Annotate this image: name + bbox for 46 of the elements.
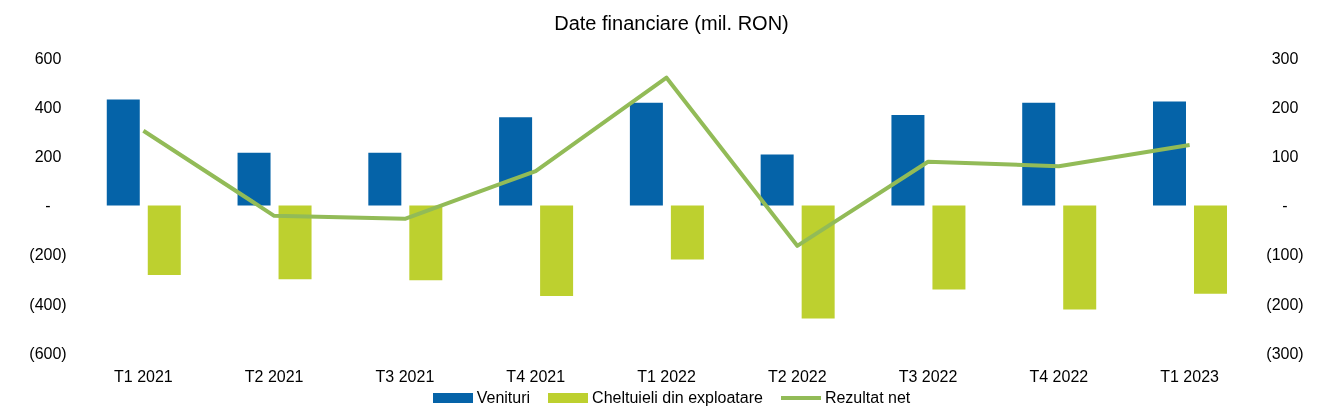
bar bbox=[540, 205, 574, 296]
y2-tick-label: 300 bbox=[1271, 49, 1299, 67]
chart-title: Date financiare (mil. RON) bbox=[553, 11, 790, 36]
y2-tick-label: - bbox=[1282, 197, 1288, 215]
y2-tick-label: 200 bbox=[1271, 98, 1299, 116]
bar bbox=[147, 205, 181, 276]
x-tick-label: T2 2022 bbox=[767, 368, 827, 386]
x-tick-label: T4 2022 bbox=[1029, 368, 1089, 386]
bar bbox=[278, 205, 312, 280]
line-series bbox=[141, 75, 1192, 248]
x-tick-label: T1 2021 bbox=[114, 368, 173, 386]
x-tick-label: T3 2022 bbox=[898, 368, 958, 386]
bar bbox=[629, 102, 663, 206]
bar bbox=[891, 115, 925, 206]
y-tick-label: - bbox=[45, 197, 51, 215]
bar bbox=[237, 152, 271, 206]
bar bbox=[1063, 205, 1097, 310]
y-tick-label: (600) bbox=[29, 344, 67, 362]
bar bbox=[670, 205, 704, 260]
y2-tick-label: (300) bbox=[1266, 344, 1304, 362]
y-tick-label: 200 bbox=[34, 148, 62, 166]
x-tick-label: T3 2021 bbox=[375, 368, 435, 386]
bar bbox=[106, 99, 140, 206]
bar bbox=[368, 152, 402, 206]
x-tick-label: T2 2021 bbox=[244, 368, 304, 386]
legend-label: Venituri bbox=[476, 389, 531, 407]
legend-label: Cheltuieli din exploatare bbox=[592, 389, 763, 407]
y2-tick-label: (200) bbox=[1266, 295, 1304, 313]
legend-label: Rezultat net bbox=[824, 389, 911, 407]
y-tick-label: (400) bbox=[29, 295, 67, 313]
bar bbox=[1022, 102, 1056, 206]
y2-tick-label: (100) bbox=[1266, 246, 1304, 264]
y-tick-label: (200) bbox=[29, 246, 67, 264]
bar bbox=[499, 117, 533, 206]
bar bbox=[1193, 205, 1227, 294]
x-tick-label: T4 2021 bbox=[506, 368, 566, 386]
bar bbox=[409, 205, 443, 281]
y-tick-label: 400 bbox=[34, 98, 62, 116]
bar bbox=[760, 154, 794, 206]
y-tick-label: 600 bbox=[34, 49, 62, 67]
x-tick-label: T1 2023 bbox=[1160, 368, 1220, 386]
bar bbox=[1152, 101, 1186, 206]
bar bbox=[801, 205, 835, 319]
x-tick-label: T1 2022 bbox=[637, 368, 696, 386]
bar bbox=[932, 205, 966, 290]
y2-tick-label: 100 bbox=[1271, 148, 1299, 166]
